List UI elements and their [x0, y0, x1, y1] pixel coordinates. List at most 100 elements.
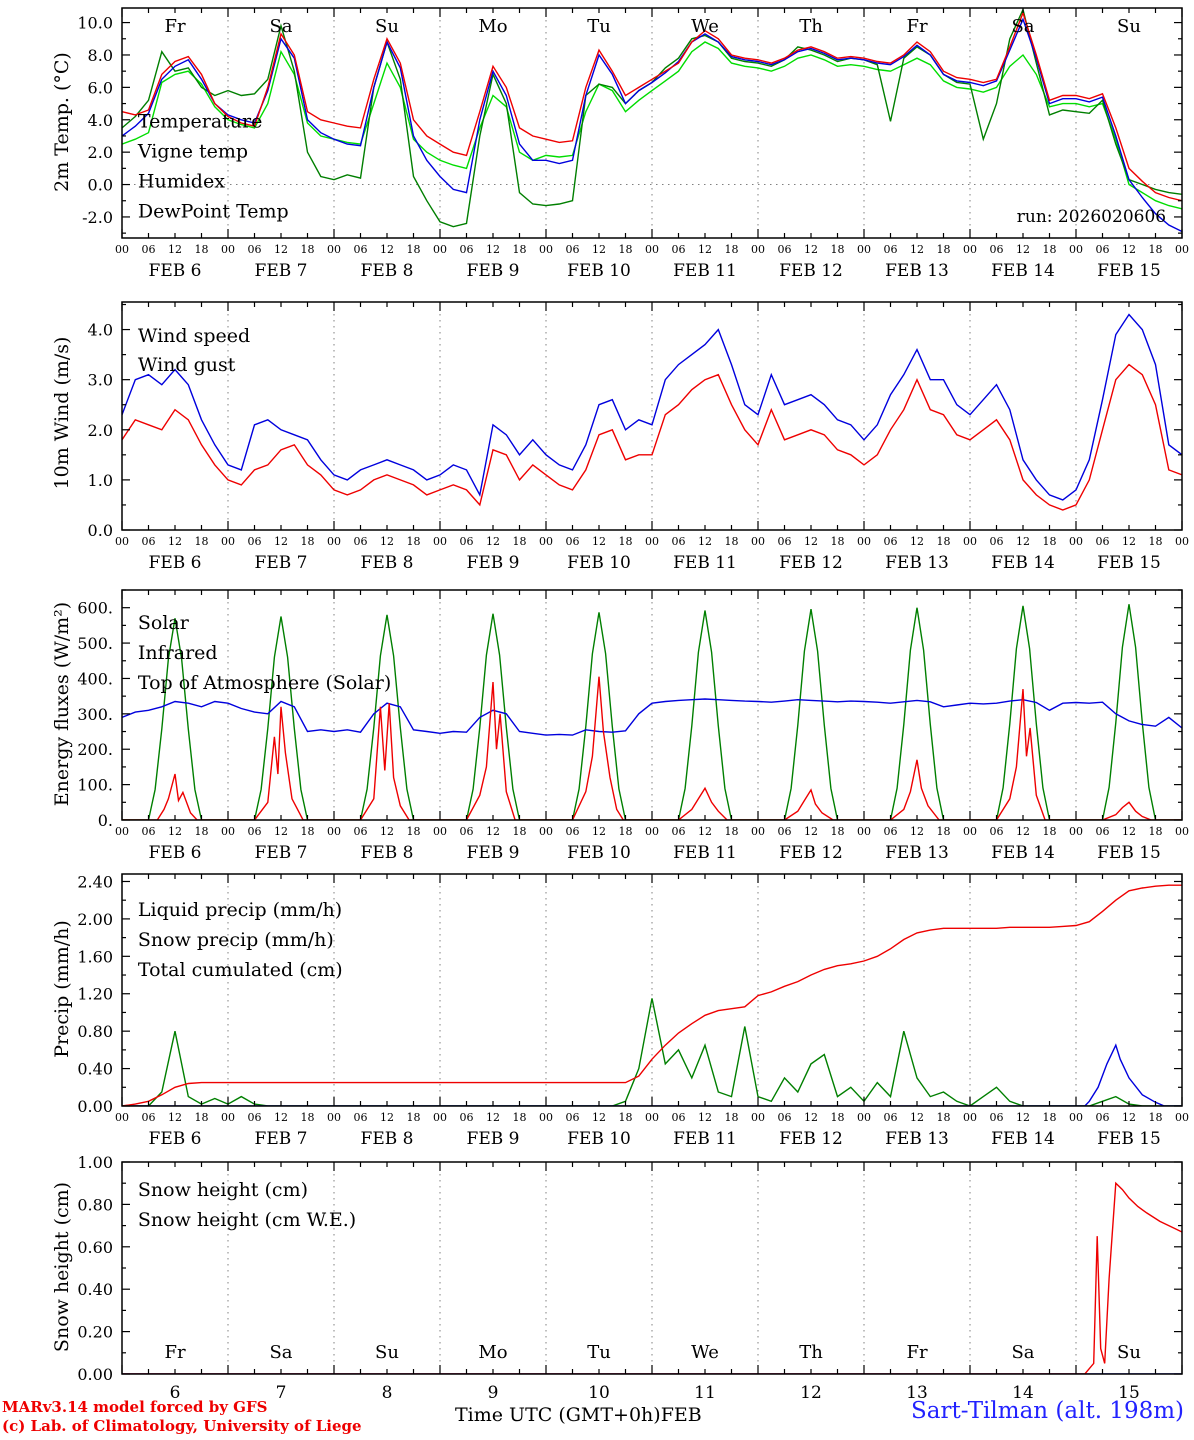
hour-tick-label: 06 [248, 535, 262, 548]
weekday-label: Mo [478, 1342, 507, 1363]
panel-svg-4: 0.00 0.20 0.40 0.60 0.80 1.00 6 7 8 9 10 11 12 13 14 15… [77, 1153, 1183, 1403]
date-label: FEB 9 [467, 261, 520, 281]
y-tick-label: 1.20 [77, 985, 113, 1004]
weekday-label: Su [375, 1342, 399, 1363]
y-axis-label-energy: Energy fluxes (W/m²) [51, 601, 73, 807]
hour-tick-label: 18 [1149, 243, 1163, 256]
legend-humidex: Humidex [138, 171, 225, 193]
hour-tick-label: 06 [778, 1111, 792, 1124]
solar-line [122, 676, 1182, 820]
hour-tick-label: 00 [327, 1111, 341, 1124]
hour-tick-label: 12 [804, 243, 818, 256]
liquid-precip-line [122, 998, 1182, 1106]
y-tick-label: 6.0 [88, 78, 113, 97]
hour-tick-label: 06 [884, 535, 898, 548]
hour-tick-label: 00 [751, 825, 765, 838]
y-tick-label: 100. [77, 776, 113, 795]
hour-tick-label: 18 [301, 243, 315, 256]
panel-svg-2: 0. 100. 200. 300. 400. 500. 600. 00 06 12 18 00 06 12… [77, 589, 1189, 863]
hour-tick-label: 18 [1149, 535, 1163, 548]
hour-tick-label: 00 [1175, 243, 1189, 256]
hour-tick-label: 12 [698, 1111, 712, 1124]
hour-tick-label: 18 [195, 243, 209, 256]
hour-tick-label: 00 [433, 825, 447, 838]
panel-svg-3: 0.00 0.40 0.80 1.20 1.60 2.00 2.40 00 06 12 18 00 06… [77, 872, 1189, 1149]
hour-tick-label: 18 [195, 1111, 209, 1124]
hour-tick-label: 18 [301, 825, 315, 838]
weekday-label: Su [375, 16, 399, 37]
date-label: FEB 14 [991, 261, 1055, 281]
hour-tick-label: 18 [619, 535, 633, 548]
hour-tick-label: 12 [168, 1111, 182, 1124]
hour-tick-label: 18 [831, 243, 845, 256]
hour-tick-label: 12 [1016, 825, 1030, 838]
y-tick-label: 300. [77, 705, 113, 724]
date-label: FEB 12 [779, 843, 843, 863]
hour-tick-label: 18 [725, 1111, 739, 1124]
hour-tick-label: 06 [354, 243, 368, 256]
hour-tick-label: 18 [1043, 535, 1057, 548]
y-tick-label: 4.0 [88, 321, 113, 340]
hour-tick-label: 00 [963, 1111, 977, 1124]
day-number-label: 11 [694, 1383, 716, 1403]
hour-tick-label: 00 [963, 825, 977, 838]
y-tick-label: 500. [77, 634, 113, 653]
hour-tick-label: 12 [486, 535, 500, 548]
hour-tick-label: 06 [672, 1111, 686, 1124]
date-label: FEB 14 [991, 553, 1055, 573]
hour-tick-label: 18 [1149, 1111, 1163, 1124]
y-tick-label: 2.0 [88, 421, 113, 440]
y-axis-label-temperature: 2m Temp. (°C) [51, 52, 73, 192]
date-label: FEB 11 [673, 553, 737, 573]
hour-tick-label: 00 [1175, 1111, 1189, 1124]
hour-tick-label: 00 [327, 825, 341, 838]
hour-tick-label: 18 [725, 535, 739, 548]
weekday-label: We [691, 1342, 719, 1363]
hour-tick-label: 18 [407, 1111, 421, 1124]
hour-tick-label: 06 [566, 243, 580, 256]
hour-tick-label: 06 [460, 825, 474, 838]
hour-tick-label: 12 [274, 825, 288, 838]
date-label: FEB 10 [567, 1129, 631, 1149]
date-label: FEB 6 [149, 1129, 202, 1149]
hour-tick-label: 12 [910, 243, 924, 256]
date-label: FEB 8 [361, 1129, 414, 1149]
hour-tick-label: 00 [327, 243, 341, 256]
legend-vigne-temp: Vigne temp [137, 141, 248, 163]
wind-speed-line [122, 363, 1182, 511]
hour-tick-label: 12 [1016, 1111, 1030, 1124]
hour-tick-label: 00 [221, 243, 235, 256]
hour-tick-label: 06 [460, 243, 474, 256]
hour-tick-label: 06 [1096, 243, 1110, 256]
y-tick-label: 0.20 [77, 1323, 113, 1342]
hour-tick-label: 18 [301, 1111, 315, 1124]
time-axis-title: Time UTC (GMT+0h)FEB [455, 1404, 702, 1426]
hour-tick-label: 00 [221, 535, 235, 548]
hour-tick-label: 12 [592, 243, 606, 256]
hour-tick-label: 00 [645, 1111, 659, 1124]
day-number-label: 12 [800, 1383, 822, 1403]
hour-tick-label: 18 [195, 825, 209, 838]
dewpoint-temp-line [122, 41, 1182, 210]
legend-snow-height-cm-: Snow height (cm) [138, 1179, 308, 1201]
hour-tick-label: 12 [168, 825, 182, 838]
weekday-label: Fr [164, 16, 185, 37]
hour-tick-label: 18 [1043, 825, 1057, 838]
weekday-label: Fr [164, 1342, 185, 1363]
y-tick-label: 10.0 [77, 14, 113, 33]
hour-tick-label: 00 [539, 825, 553, 838]
weekday-label: Mo [478, 16, 507, 37]
hour-tick-label: 18 [937, 825, 951, 838]
y-tick-label: 0.00 [77, 1097, 113, 1116]
hour-tick-label: 06 [248, 1111, 262, 1124]
legend-wind-speed: Wind speed [138, 325, 250, 347]
hour-tick-label: 06 [1096, 1111, 1110, 1124]
legend-dewpoint-temp: DewPoint Temp [138, 201, 289, 223]
hour-tick-label: 12 [910, 825, 924, 838]
hour-tick-label: 00 [963, 243, 977, 256]
humidex-line [122, 17, 1182, 233]
y-tick-label: 0.40 [77, 1060, 113, 1079]
hour-tick-label: 18 [725, 243, 739, 256]
hour-tick-label: 12 [1016, 535, 1030, 548]
day-number-label: 13 [906, 1383, 928, 1403]
